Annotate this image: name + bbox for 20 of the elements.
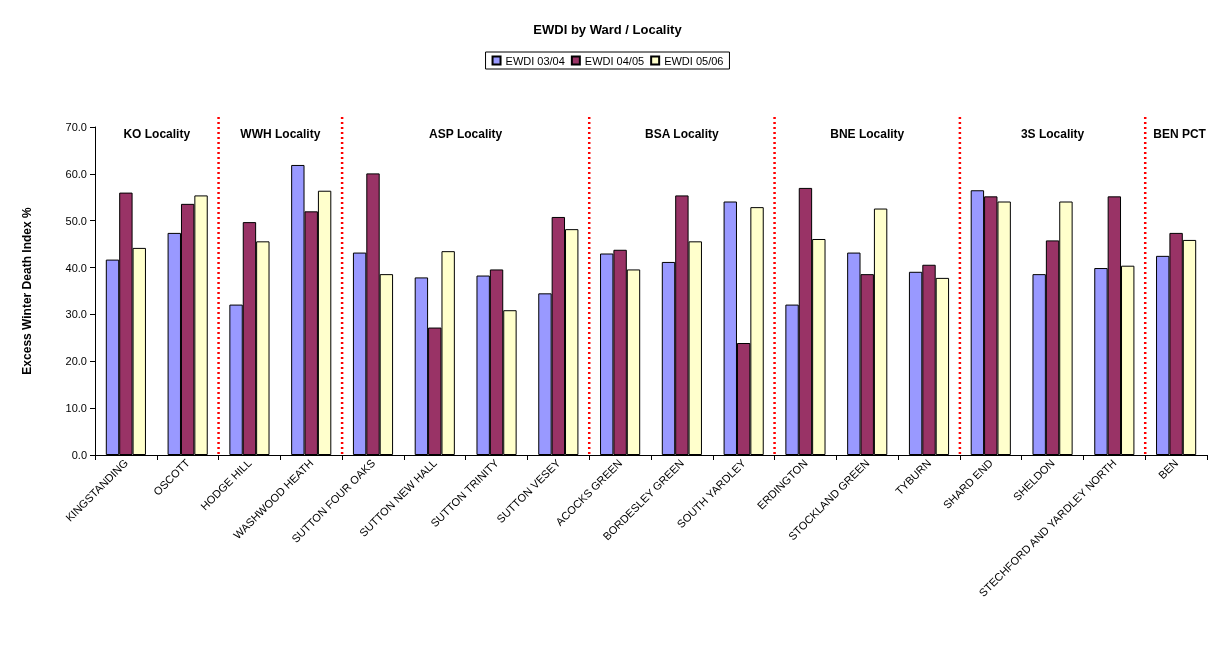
chart-title: EWDI by Ward / Locality bbox=[533, 22, 683, 37]
y-tick-label: 30.0 bbox=[65, 308, 87, 321]
annotation: WWH Locality bbox=[240, 127, 321, 141]
annotation: BNE Locality bbox=[830, 127, 905, 141]
y-tick-label: 20.0 bbox=[65, 355, 87, 368]
y-tick-label: 50.0 bbox=[65, 214, 87, 227]
y-tick-label: 10.0 bbox=[65, 402, 87, 415]
legend-label: EWDI 03/04 bbox=[505, 54, 565, 67]
annotation: KO Locality bbox=[123, 127, 191, 141]
legend-label: EWDI 04/05 bbox=[584, 54, 645, 67]
y-tick-label: 70.0 bbox=[65, 121, 87, 133]
annotation: 3S Locality bbox=[1020, 127, 1085, 141]
y-tick-label: 0.0 bbox=[71, 449, 87, 461]
y-tick-label: 40.0 bbox=[65, 261, 87, 274]
annotation: ASP Locality bbox=[429, 127, 503, 141]
annotation: BSA Locality bbox=[645, 127, 719, 141]
annotation: BEN PCT bbox=[1153, 127, 1207, 141]
y-tick-label: 60.0 bbox=[65, 167, 87, 180]
legend-label: EWDI 05/06 bbox=[664, 54, 724, 67]
y-axis-title: Excess Winter Death Index % bbox=[20, 207, 34, 375]
